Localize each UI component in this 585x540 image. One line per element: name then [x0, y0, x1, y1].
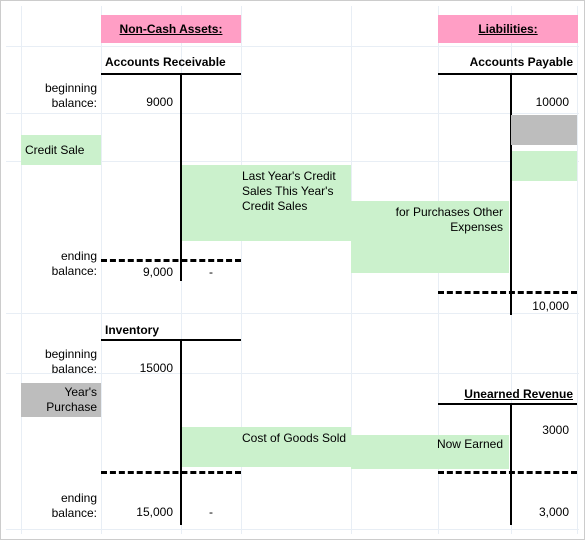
header-non-cash-assets: Non-Cash Assets:: [101, 15, 241, 43]
inv-t-top: [101, 339, 241, 341]
header-liabilities: Liabilities:: [438, 15, 578, 43]
ur-end-val: 3,000: [511, 503, 573, 522]
inv-dash: [101, 471, 241, 474]
ar-t-top: [101, 73, 241, 75]
ar-end-right: -: [182, 263, 240, 282]
ur-beg-val: 3000: [511, 421, 573, 440]
ur-dash: [438, 471, 577, 474]
inv-beg-val: 15000: [101, 359, 177, 378]
ar-right-note: Last Year's Credit Sales This Year's Cre…: [182, 165, 351, 241]
inv-cogs: Cost of Goods Sold: [182, 427, 351, 467]
inv-end-label: ending balance:: [21, 489, 101, 523]
inv-end-right: -: [182, 503, 240, 522]
ap-gray-block: [511, 115, 577, 145]
ar-credit-sale: Credit Sale: [21, 135, 101, 165]
inv-title: Inventory: [101, 321, 221, 340]
ap-end-val: 10,000: [511, 297, 573, 316]
inv-years-purchase: Year's Purchase: [21, 383, 101, 417]
ar-end-label: ending balance:: [21, 247, 101, 281]
ap-dash: [438, 291, 577, 294]
ar-beg-label: beginning balance:: [21, 79, 101, 113]
t-account-sheet: Non-Cash Assets: Liabilities: Accounts R…: [0, 0, 585, 540]
ap-beg-val: 10000: [511, 93, 573, 112]
inv-beg-label: beginning balance:: [21, 345, 101, 379]
ar-title: Accounts Receivable: [101, 53, 261, 72]
ur-now-earned: Now Earned: [351, 435, 509, 469]
ap-right-green: [512, 151, 577, 181]
ar-end-left: 9,000: [101, 263, 177, 282]
ap-left-note: for Purchases Other Expenses: [351, 201, 509, 273]
ur-title: Unearned Revenue: [438, 385, 577, 404]
ar-dash: [101, 259, 241, 262]
ap-t-top: [438, 73, 577, 75]
ur-t-top: [438, 403, 577, 405]
ar-beg-val: 9000: [101, 93, 177, 112]
ap-title: Accounts Payable: [438, 53, 577, 72]
inv-end-left: 15,000: [101, 503, 177, 522]
